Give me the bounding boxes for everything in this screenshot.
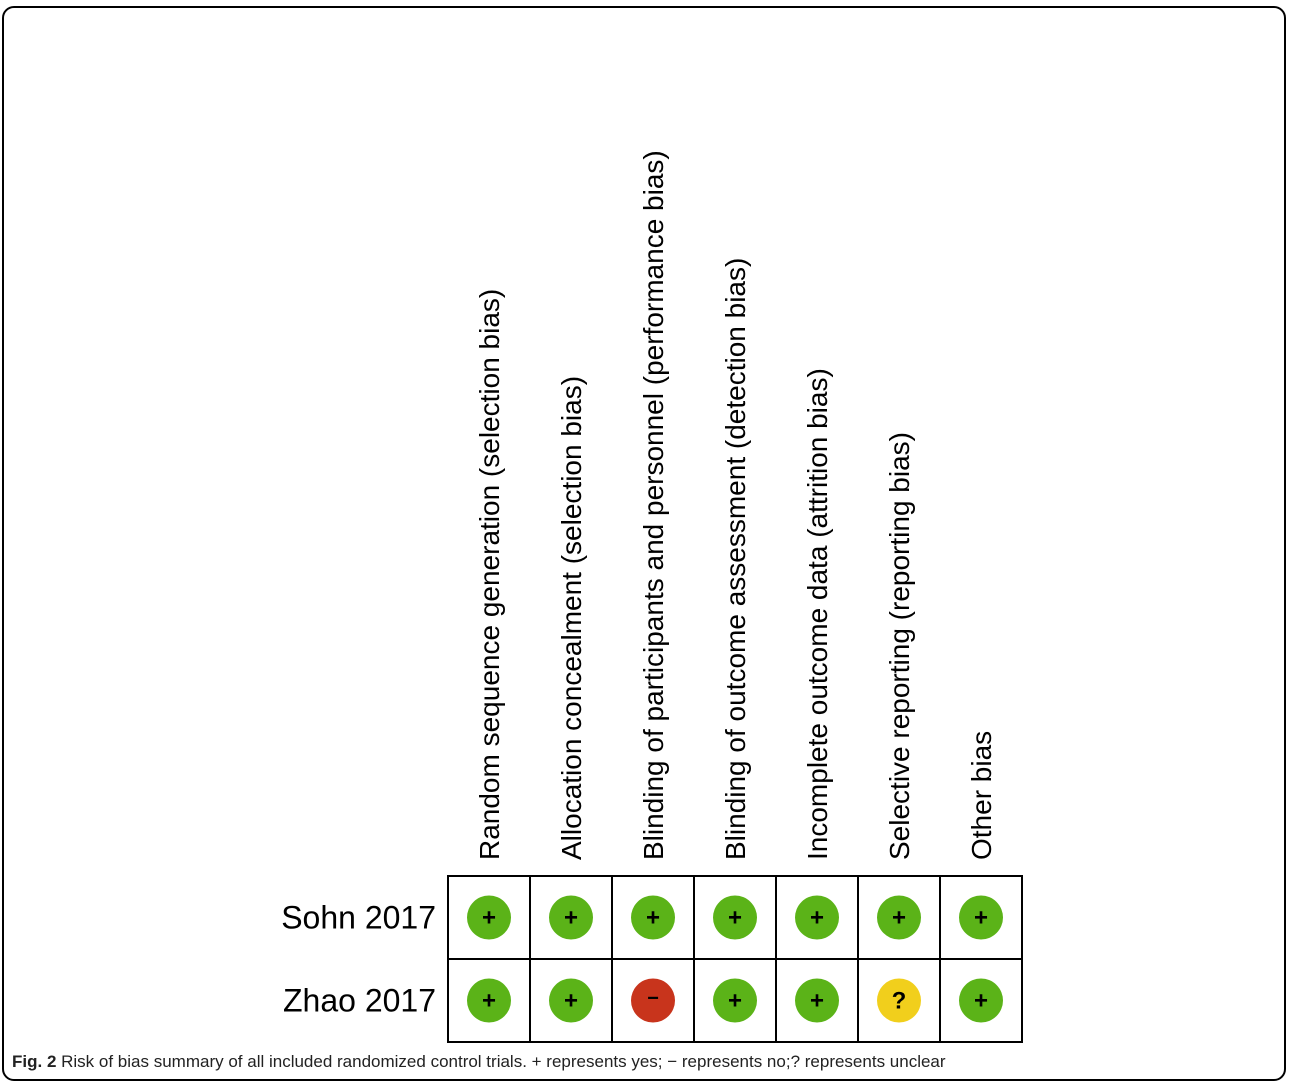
column-label: Allocation concealment (selection bias) — [556, 376, 587, 860]
judgement-marker — [795, 978, 839, 1023]
judgement-cell: + — [877, 895, 921, 940]
judgement-cell: + — [959, 978, 1003, 1023]
judgement-symbol: + — [810, 905, 824, 932]
column-label: Random sequence generation (selection bi… — [474, 289, 505, 860]
column-label: Selective reporting (reporting bias) — [884, 432, 915, 860]
judgement-symbol: + — [646, 905, 660, 932]
judgement-cell: ? — [877, 978, 921, 1023]
judgement-marker — [795, 895, 839, 940]
judgement-symbol: + — [728, 905, 742, 932]
judgement-marker — [959, 895, 1003, 940]
study-label: Zhao 2017 — [283, 983, 436, 1019]
judgement-marker — [631, 895, 675, 940]
caption-label: Fig. 2 — [12, 1052, 57, 1071]
judgement-symbol: + — [564, 905, 578, 932]
judgement-cell: + — [631, 895, 675, 940]
summary-grid: + + + + + + + + + − + +? + — [447, 875, 1023, 1043]
judgement-marker — [713, 978, 757, 1023]
judgement-symbol: + — [564, 988, 578, 1015]
judgement-marker — [549, 978, 593, 1023]
judgement-marker — [467, 895, 511, 940]
judgement-symbol: + — [892, 905, 906, 932]
column-label: Other bias — [966, 731, 997, 860]
column-label: Blinding of participants and personnel (… — [638, 150, 669, 860]
judgement-cell: + — [467, 978, 511, 1023]
judgement-symbol: − — [647, 988, 659, 1010]
caption-text: Risk of bias summary of all included ran… — [56, 1052, 946, 1071]
column-label: Incomplete outcome data (attrition bias) — [802, 368, 833, 860]
judgement-cell: + — [549, 895, 593, 940]
column-labels: Random sequence generation (selection bi… — [474, 150, 997, 860]
judgement-cell: + — [713, 978, 757, 1023]
judgement-marker — [877, 978, 921, 1023]
judgement-symbol: + — [482, 988, 496, 1015]
judgement-marker — [631, 978, 675, 1023]
judgement-marker — [467, 978, 511, 1023]
row-labels: Sohn 2017 Zhao 2017 — [281, 900, 436, 1019]
risk-of-bias-chart: Random sequence generation (selection bi… — [281, 150, 1023, 1043]
judgement-cell: + — [713, 895, 757, 940]
judgement-marker — [877, 895, 921, 940]
judgement-symbol: + — [974, 988, 988, 1015]
judgement-cell: + — [467, 895, 511, 940]
column-label: Blinding of outcome assessment (detectio… — [720, 258, 751, 860]
judgement-cell: + — [959, 895, 1003, 940]
judgement-marker — [549, 895, 593, 940]
judgement-marker — [713, 895, 757, 940]
figure-frame — [2, 6, 1286, 1081]
judgement-symbol: + — [974, 905, 988, 932]
judgement-cell: + — [549, 978, 593, 1023]
judgement-symbol: + — [482, 905, 496, 932]
study-label: Sohn 2017 — [281, 900, 436, 936]
judgement-marker — [959, 978, 1003, 1023]
judgement-symbol: + — [810, 988, 824, 1015]
figure-caption: Fig. 2 Risk of bias summary of all inclu… — [12, 1052, 946, 1072]
judgement-cell: + — [795, 978, 839, 1023]
judgement-symbol: + — [728, 988, 742, 1015]
judgement-cell: + — [795, 895, 839, 940]
judgement-cell: − — [631, 978, 675, 1023]
judgement-symbol: ? — [892, 988, 907, 1015]
